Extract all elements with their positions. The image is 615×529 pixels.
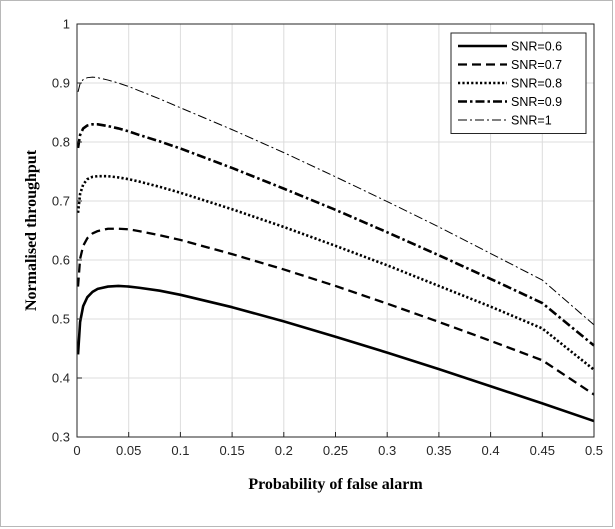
y-tick-label: 0.5: [52, 312, 70, 327]
x-tick-label: 0.5: [585, 443, 603, 458]
x-tick-label: 0.15: [219, 443, 244, 458]
x-tick-label: 0.1: [171, 443, 189, 458]
legend-entry-label: SNR=0.8: [511, 77, 562, 91]
legend-entry-label: SNR=1: [511, 114, 552, 128]
y-tick-label: 0.9: [52, 76, 70, 91]
y-tick-label: 0.4: [52, 371, 70, 386]
series-line-4: [76, 123, 595, 347]
x-tick-label: 0.3: [378, 443, 396, 458]
y-tick-label: 1: [63, 17, 70, 32]
y-tick-label: 0.7: [52, 194, 70, 209]
x-tick-label: 0.2: [275, 443, 293, 458]
series-line-3: [76, 174, 595, 371]
legend: SNR=0.6 SNR=0.7 SNR=0.8 SNR=0.9 SNR=1: [450, 32, 587, 134]
series-line-5: [77, 76, 595, 326]
x-tick-label: 0.4: [482, 443, 500, 458]
y-axis-label: Normalised throughput: [23, 149, 40, 311]
legend-box: [450, 32, 587, 134]
x-tick-label: 0.45: [530, 443, 555, 458]
y-tick-label: 0.8: [52, 135, 70, 150]
legend-entry-label: SNR=0.9: [511, 95, 562, 109]
legend-entry-label: SNR=0.7: [511, 58, 562, 72]
series-line-1: [76, 284, 595, 423]
x-axis-label: Probability of false alarm: [248, 476, 423, 493]
legend-entry-label: SNR=0.6: [511, 40, 562, 54]
x-tick-label: 0.25: [323, 443, 348, 458]
x-tick-label: 0.35: [426, 443, 451, 458]
x-tick-label: 0.05: [116, 443, 141, 458]
x-tick-label: 0: [73, 443, 80, 458]
axis-ticks: 0 0.05 0.1 0.15 0.2 0.25 0.3 0.35 0.4 0.45 0.5 0.3 0…: [52, 17, 603, 459]
y-tick-label: 0.3: [52, 430, 70, 445]
series-lines: [76, 76, 595, 423]
y-tick-label: 0.6: [52, 253, 70, 268]
series-line-2: [76, 227, 595, 396]
